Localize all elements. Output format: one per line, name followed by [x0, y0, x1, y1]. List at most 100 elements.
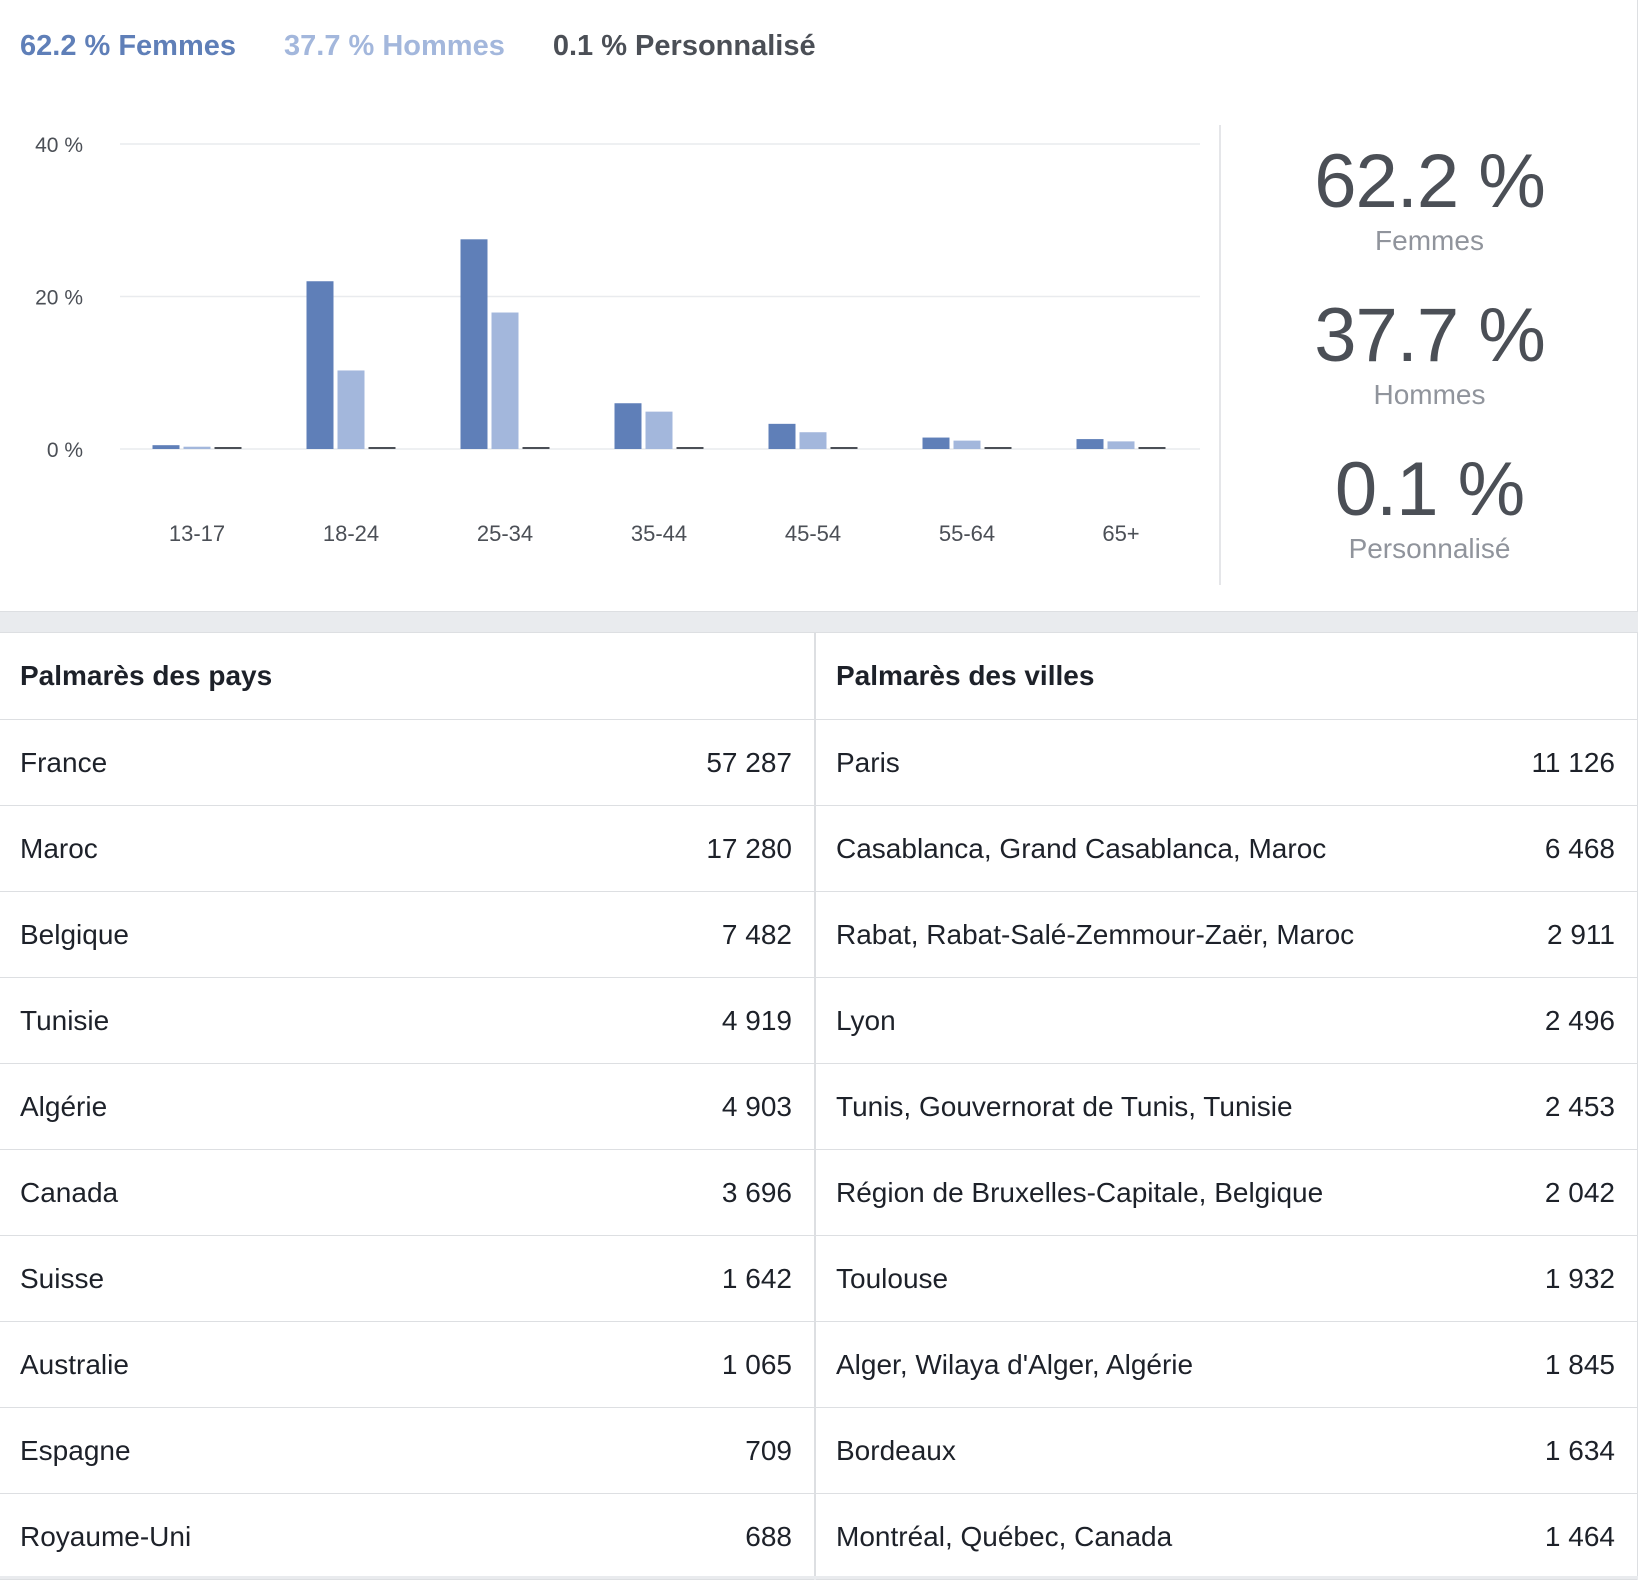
row-name: Algérie [20, 1090, 108, 1122]
stat-value: 37.7 % [1314, 293, 1546, 378]
table-row[interactable]: France 57 287 [0, 720, 814, 806]
stat-custom: 0.1 % Personnalisé [1221, 448, 1638, 602]
table-row[interactable]: Rabat, Rabat-Salé-Zemmour-Zaër, Maroc 2 9… [816, 892, 1637, 978]
table-row[interactable]: Suisse 1 642 [0, 1236, 814, 1322]
bar-femmes-55-64[interactable] [922, 437, 950, 449]
row-name: Lyon [836, 1004, 896, 1036]
bar-hommes-45-54[interactable] [799, 432, 827, 449]
row-name: Belgique [20, 918, 129, 950]
x-tick-label: 55-64 [939, 521, 995, 546]
bar-femmes-35-44[interactable] [614, 403, 642, 449]
stat-value: 62.2 % [1314, 139, 1546, 224]
row-value: 1 634 [1544, 1434, 1615, 1466]
bar-hommes-65+[interactable] [1107, 441, 1135, 449]
chart-divider [1219, 125, 1221, 585]
table-row[interactable]: Espagne 709 [0, 1408, 814, 1494]
table-body: France 57 287 Maroc 17 280 Belgique 7 482 Tuni… [0, 720, 814, 1580]
row-name: Suisse [20, 1262, 105, 1294]
row-name: France [20, 746, 108, 778]
row-name: Tunis, Gouvernorat de Tunis, Tunisie [836, 1090, 1293, 1122]
table-row[interactable]: Belgique 7 482 [0, 892, 814, 978]
stat-label: Personnalisé [1348, 533, 1511, 564]
table-row[interactable]: Région de Bruxelles-Capitale, Belgique 2 … [816, 1150, 1637, 1236]
table-row[interactable]: Canada 3 696 [0, 1150, 814, 1236]
top-countries-table: Palmarès des pays France 57 287 Maroc 17 28… [0, 632, 815, 1580]
stat-label: Femmes [1375, 225, 1484, 256]
table-body: Paris 11 126 Casablanca, Grand Casablanca,… [816, 720, 1637, 1580]
table-row[interactable]: Royaume-Uni 688 [0, 1494, 814, 1580]
table-row[interactable]: Lyon 2 496 [816, 978, 1637, 1064]
row-name: Alger, Wilaya d'Alger, Algérie [836, 1348, 1194, 1380]
row-value: 1 932 [1544, 1262, 1615, 1294]
table-row[interactable]: Alger, Wilaya d'Alger, Algérie 1 845 [816, 1322, 1637, 1408]
table-row[interactable]: Toulouse 1 932 [816, 1236, 1637, 1322]
bar-personnalisé-35-44[interactable] [676, 447, 704, 449]
age-gender-bar-chart: 40 % 20 % 0 % 13-17 18-24 25-34 35-44 45-54 55-6… [35, 134, 1200, 546]
row-name: Bordeaux [836, 1434, 956, 1466]
table-row[interactable]: Tunisie 4 919 [0, 978, 814, 1064]
bar-hommes-13-17[interactable] [183, 446, 211, 449]
bar-personnalisé-13-17[interactable] [214, 447, 242, 449]
row-value: 57 287 [706, 746, 792, 778]
row-name: Maroc [20, 832, 98, 864]
row-value: 2 496 [1544, 1004, 1615, 1036]
table-row[interactable]: Bordeaux 1 634 [816, 1408, 1637, 1494]
table-row[interactable]: Maroc 17 280 [0, 806, 814, 892]
table-title: Palmarès des villes [816, 633, 1637, 720]
table-row[interactable]: Montréal, Québec, Canada 1 464 [816, 1494, 1637, 1580]
bar-hommes-55-64[interactable] [953, 440, 981, 449]
bar-hommes-35-44[interactable] [645, 411, 673, 449]
stat-label: Hommes [1373, 379, 1486, 410]
table-row[interactable]: Casablanca, Grand Casablanca, Maroc 6 468 [816, 806, 1637, 892]
x-tick-label: 35-44 [631, 521, 687, 546]
bar-femmes-25-34[interactable] [460, 239, 488, 449]
row-value: 11 126 [1531, 746, 1615, 778]
row-name: Toulouse [836, 1262, 949, 1294]
row-name: Région de Bruxelles-Capitale, Belgique [836, 1176, 1324, 1208]
row-name: Tunisie [20, 1004, 110, 1036]
bar-hommes-18-24[interactable] [337, 370, 365, 449]
row-name: Rabat, Rabat-Salé-Zemmour-Zaër, Maroc [836, 918, 1355, 950]
row-name: Casablanca, Grand Casablanca, Maroc [836, 832, 1327, 864]
bar-personnalisé-65+[interactable] [1138, 447, 1166, 449]
row-value: 4 919 [721, 1004, 792, 1036]
bar-femmes-65+[interactable] [1076, 439, 1104, 449]
y-tick-label: 40 % [35, 134, 83, 157]
row-value: 688 [745, 1520, 792, 1552]
bar-femmes-18-24[interactable] [306, 281, 334, 449]
gender-age-card: 62.2 % Femmes 37.7 % Hommes 0.1 % Person… [0, 0, 1638, 612]
row-name: Royaume-Uni [20, 1520, 192, 1552]
bar-femmes-13-17[interactable] [152, 445, 180, 449]
row-name: Espagne [20, 1434, 131, 1466]
bar-hommes-25-34[interactable] [491, 312, 519, 449]
x-tick-label: 13-17 [169, 521, 225, 546]
bar-personnalisé-18-24[interactable] [368, 447, 396, 449]
row-value: 1 065 [721, 1348, 792, 1380]
stat-men: 37.7 % Hommes [1221, 294, 1638, 448]
row-value: 1 642 [721, 1262, 792, 1294]
gender-stats: 62.2 % Femmes 37.7 % Hommes 0.1 % Person… [1221, 140, 1638, 602]
chart-legend: 62.2 % Femmes 37.7 % Hommes 0.1 % Person… [20, 30, 864, 63]
bar-personnalisé-55-64[interactable] [984, 447, 1012, 449]
legend-women[interactable]: 62.2 % Femmes [20, 30, 237, 62]
stat-value: 0.1 % [1334, 447, 1525, 532]
bar-personnalisé-25-34[interactable] [522, 447, 550, 449]
row-name: Montréal, Québec, Canada [836, 1520, 1173, 1552]
table-row[interactable]: Australie 1 065 [0, 1322, 814, 1408]
row-name: Paris [836, 746, 900, 778]
row-value: 2 042 [1544, 1176, 1615, 1208]
row-value: 7 482 [721, 918, 792, 950]
table-row[interactable]: Paris 11 126 [816, 720, 1637, 806]
legend-men[interactable]: 37.7 % Hommes [284, 30, 505, 62]
y-tick-label: 20 % [35, 287, 83, 310]
table-row[interactable]: Tunis, Gouvernorat de Tunis, Tunisie 2 45… [816, 1064, 1637, 1150]
legend-custom[interactable]: 0.1 % Personnalisé [552, 30, 816, 62]
row-value: 17 280 [706, 832, 792, 864]
bar-femmes-45-54[interactable] [768, 423, 796, 449]
x-tick-label: 65+ [1102, 521, 1139, 546]
table-row[interactable]: Algérie 4 903 [0, 1064, 814, 1150]
bar-personnalisé-45-54[interactable] [830, 447, 858, 449]
table-title: Palmarès des pays [0, 633, 814, 720]
row-value: 1 464 [1544, 1520, 1615, 1552]
row-value: 2 453 [1544, 1090, 1615, 1122]
